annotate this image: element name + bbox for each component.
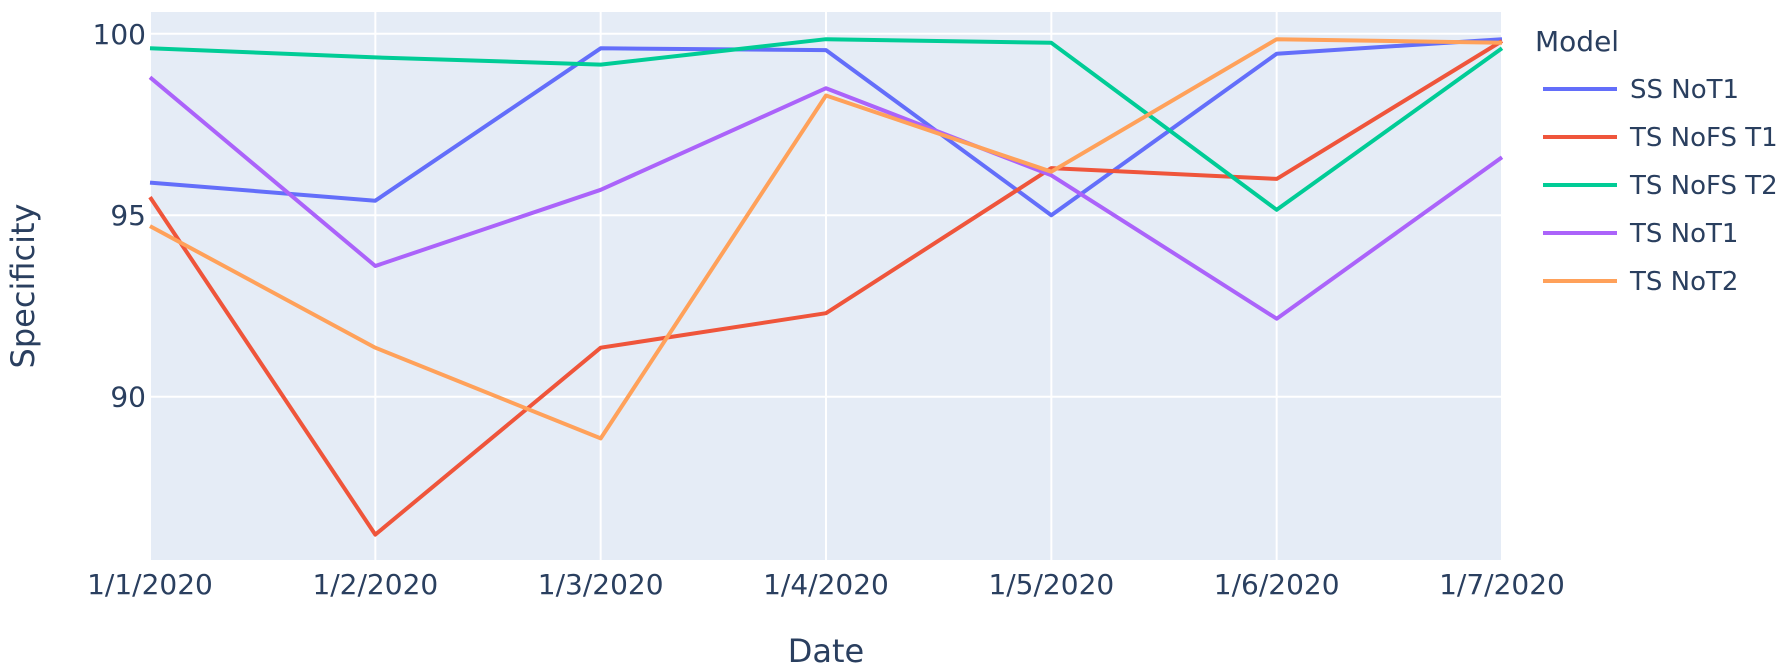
x-tick-label: 1/5/2020 xyxy=(988,568,1114,601)
x-tick-label: 1/1/2020 xyxy=(87,568,213,601)
y-axis-ticks: 90 95 100 xyxy=(93,18,146,414)
y-axis-title: Specificity xyxy=(4,204,42,369)
series-line xyxy=(148,39,1504,537)
legend-label: TS NoT2 xyxy=(1629,267,1738,297)
x-axis-ticks: 1/1/2020 1/2/2020 1/3/2020 1/4/2020 1/5/2020… xyxy=(87,568,1565,601)
legend-label: TS NoFS T2 xyxy=(1629,171,1778,201)
series-line xyxy=(149,37,1503,218)
x-tick-label: 1/4/2020 xyxy=(763,568,889,601)
x-tick-label: 1/3/2020 xyxy=(538,568,664,601)
series-line xyxy=(148,75,1504,321)
series-line xyxy=(149,37,1504,212)
x-tick-label: 1/2/2020 xyxy=(312,568,438,601)
legend-title: Model xyxy=(1535,25,1619,58)
legend: Model SS NoT1 TS NoFS T1 TS NoFS T2 TS NoT1… xyxy=(1535,25,1778,297)
grid-lines xyxy=(149,12,1503,560)
y-tick-label: 95 xyxy=(110,199,146,232)
legend-label: SS NoT1 xyxy=(1630,75,1739,105)
legend-label: TS NoT1 xyxy=(1629,219,1738,249)
y-tick-label: 90 xyxy=(110,381,146,414)
series-lines xyxy=(148,37,1504,537)
x-axis-title: Date xyxy=(788,632,864,670)
x-tick-label: 1/7/2020 xyxy=(1439,568,1565,601)
x-tick-label: 1/6/2020 xyxy=(1214,568,1340,601)
y-tick-label: 100 xyxy=(93,18,146,51)
series-line xyxy=(149,37,1503,441)
legend-label: TS NoFS T1 xyxy=(1629,123,1778,153)
